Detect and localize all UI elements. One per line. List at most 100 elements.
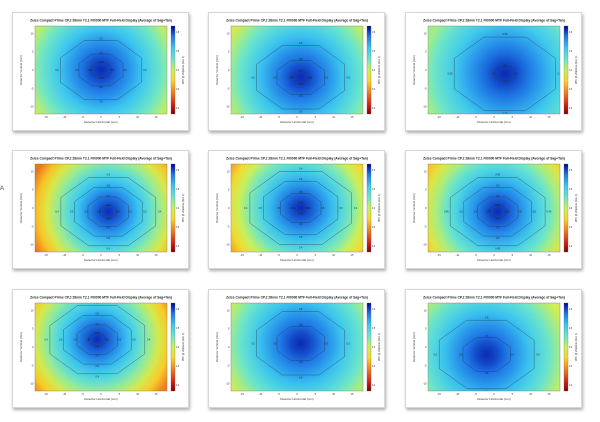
mtf-colorbar-label: MTF @ 20lp/mm (Rel. 1) xyxy=(574,194,578,223)
mtf-panel: 0.4 0.4 0.4 0.4 0.5 0.5 0.5 0.5 0.6 0.6 0.6 0.6 0.66… xyxy=(208,150,385,269)
mtf-y-tick-label: -5 xyxy=(31,363,34,367)
mtf-contour-label: 0.55 xyxy=(503,112,508,115)
mtf-panel: 0.45 0.45 0.45 0.45 0.5 0.5 0.5 0.5 0.6 0.6 0.6 0.6… xyxy=(405,150,582,269)
mtf-y-tick-label: -5 xyxy=(424,224,427,228)
mtf-y-tick-label: 0 xyxy=(425,345,427,349)
mtf-y-tick-label: -10 xyxy=(226,105,230,109)
mtf-contour-line xyxy=(449,177,546,247)
mtf-y-tick-label: 5 xyxy=(425,50,427,54)
mtf-x-tick-label: -15 xyxy=(44,115,48,119)
mtf-panel: 0.55 0.55 0.55 0.55 0.6 0.6 0.6 0.6 Zeiss Compac… xyxy=(405,12,582,131)
mtf-contour-line xyxy=(78,53,124,87)
mtf-x-tick-label: 5 xyxy=(512,115,514,119)
mtf-y-tick-label: 10 xyxy=(424,308,427,312)
mtf-chart-title: Zeiss Compact Prime CP.2 28mm T2.1 #0000… xyxy=(30,19,172,23)
mtf-colorbar-tick-label: 0.4 xyxy=(176,70,180,72)
mtf-contour-label: 0.55 xyxy=(503,33,508,36)
mtf-contour-label: 0.4 xyxy=(299,167,303,170)
mtf-y-tick-label: 0 xyxy=(32,345,34,349)
mtf-colorbar xyxy=(563,302,569,392)
mtf-chart-svg: 0.450.450.450.450.50.50.50.50.60.60.60.6… xyxy=(412,157,578,263)
mtf-x-tick-label: 0 xyxy=(296,392,298,396)
mtf-colorbar-tick-label: 0.4 xyxy=(372,70,376,72)
mtf-colorbar xyxy=(170,302,176,392)
mtf-x-tick-label: 15 xyxy=(155,392,158,396)
mtf-contour-label: 0.6 xyxy=(299,95,303,98)
mtf-contour-label: 0.6 xyxy=(474,211,478,214)
mtf-contour-label: 0.6 xyxy=(277,207,281,210)
mtf-x-tick-label: 0 xyxy=(100,392,102,396)
mtf-contour-label: 0.5 xyxy=(434,353,438,356)
mtf-x-tick-label: 0 xyxy=(100,253,102,257)
mtf-contour-label: 0.6 xyxy=(123,69,127,72)
mtf-contour-label: 0.5 xyxy=(299,377,303,380)
mtf-y-tick-label: 5 xyxy=(425,188,427,192)
mtf-chart-title: Zeiss Compact Prime CP.2 28mm T2.1 #0000… xyxy=(423,296,565,300)
mtf-colorbar-tick-label: 0.6 xyxy=(176,170,180,172)
mtf-y-tick-label: 10 xyxy=(424,169,427,173)
mtf-contour-line xyxy=(477,196,519,227)
mtf-contour-label: 0.4 xyxy=(244,207,248,210)
mtf-contour-label: 0.66 xyxy=(110,69,115,72)
mtf-y-axis-label: Detector Vertical (mm) xyxy=(412,55,416,85)
mtf-contour-label: 0.6 xyxy=(273,76,277,79)
mtf-y-tick-label: 5 xyxy=(228,188,230,192)
mtf-x-tick-label: 5 xyxy=(512,253,514,257)
mtf-contour-line xyxy=(249,171,352,245)
mtf-contour-label: 0.6 xyxy=(496,227,500,230)
mtf-colorbar-tick-label: 0.3 xyxy=(569,366,573,368)
mtf-contour-label: 0.66 xyxy=(289,76,294,79)
mtf-y-axis-label: Detector Vertical (mm) xyxy=(215,55,219,85)
mtf-colorbar-tick-label: 0.5 xyxy=(569,328,573,330)
mtf-chart-title: Zeiss Compact Prime CP.2 28mm T2.1 #0000… xyxy=(423,157,565,161)
mtf-contour-line xyxy=(488,205,507,219)
mtf-x-tick-label: 5 xyxy=(119,253,121,257)
mtf-contour-line xyxy=(74,187,143,237)
mtf-x-tick-label: -10 xyxy=(62,253,66,257)
mtf-plot-frame xyxy=(230,163,364,253)
mtf-y-tick-label: 10 xyxy=(227,169,230,173)
mtf-x-tick-label: -5 xyxy=(475,392,478,396)
mtf-x-axis-label: Detector Horizontal (mm) xyxy=(280,397,314,401)
mtf-x-tick-label: 10 xyxy=(529,253,532,257)
mtf-contour-label: 0.4 xyxy=(158,211,162,214)
mtf-contour-label: 0.66 xyxy=(104,339,109,342)
mtf-contour-line xyxy=(256,45,345,110)
mtf-contour-label: 0.6 xyxy=(485,335,489,338)
mtf-colorbar-tick-label: 0.6 xyxy=(372,170,376,172)
mtf-contour-label: 0.6 xyxy=(518,211,522,214)
mtf-contour-label: 0.6 xyxy=(459,353,463,356)
mtf-plot-frame xyxy=(427,302,561,392)
mtf-x-tick-label: 0 xyxy=(296,115,298,119)
mtf-y-tick-label: 5 xyxy=(228,50,230,54)
mtf-contour-label: 0.5 xyxy=(70,211,74,214)
mtf-contour-label: 0.6 xyxy=(85,211,89,214)
mtf-contour-label: 0.6 xyxy=(107,227,111,230)
mtf-colorbar-tick-label: 0.3 xyxy=(372,366,376,368)
mtf-x-tick-label: 10 xyxy=(332,115,335,119)
mtf-x-tick-label: -15 xyxy=(44,392,48,396)
mtf-contour-label: 0.66 xyxy=(115,211,120,214)
mtf-heatmap-field xyxy=(428,26,560,114)
mtf-colorbar-label: MTF @ 20lp/mm (Rel. 1) xyxy=(181,333,185,362)
mtf-contour-label: 0.5 xyxy=(536,353,540,356)
mtf-x-tick-label: 15 xyxy=(351,253,354,257)
mtf-colorbar xyxy=(170,25,176,115)
mtf-contour-label: 0.66 xyxy=(99,61,104,64)
mtf-contour-line xyxy=(463,187,532,237)
mtf-x-tick-label: 0 xyxy=(100,115,102,119)
mtf-heatmap-field xyxy=(35,303,167,391)
mtf-colorbar-tick-label: 0.5 xyxy=(569,189,573,191)
mtf-x-tick-label: -15 xyxy=(240,392,244,396)
mtf-colorbar-tick-label: 0.3 xyxy=(569,227,573,229)
mtf-contour-label: 0.4 xyxy=(96,376,100,379)
mtf-x-tick-label: 0 xyxy=(493,115,495,119)
mtf-contour-label: 0.5 xyxy=(496,237,500,240)
mtf-contour-label: 0.5 xyxy=(251,342,255,345)
mtf-y-axis-label: Detector Vertical (mm) xyxy=(19,332,23,362)
mtf-plot-frame xyxy=(230,25,364,115)
mtf-contour-label: 0.66 xyxy=(298,83,303,86)
mtf-y-axis-label: Detector Vertical (mm) xyxy=(215,332,219,362)
mtf-y-axis-label: Detector Vertical (mm) xyxy=(19,193,23,223)
